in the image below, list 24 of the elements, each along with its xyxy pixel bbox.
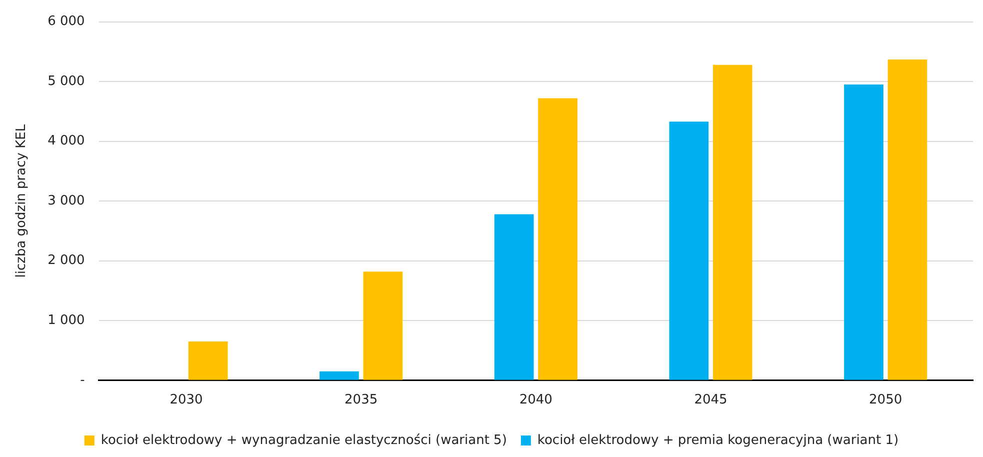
x-tick-label: 2035	[344, 392, 378, 408]
bar	[888, 59, 928, 380]
bar	[363, 272, 403, 380]
bar	[844, 84, 884, 380]
y-tick-label: 1 000	[48, 313, 85, 328]
legend-label: kocioł elektrodowy + premia kogeneracyjna (wariant 1)	[537, 432, 899, 448]
bar	[538, 98, 578, 380]
y-tick-label: 5 000	[48, 74, 85, 89]
y-axis-title: liczba godzin pracy KEL	[14, 124, 30, 278]
y-tick-label: 6 000	[48, 14, 85, 30]
bar	[712, 64, 752, 380]
x-tick-label: 2050	[869, 392, 902, 408]
y-tick-label: 4 000	[48, 134, 85, 149]
bar	[669, 122, 709, 380]
bar	[494, 214, 534, 380]
x-tick-label: 2045	[694, 392, 728, 408]
x-tick-label: 2040	[519, 392, 552, 408]
bar	[188, 342, 228, 380]
y-tick-label: 3 000	[48, 193, 85, 208]
legend-label: kocioł elektrodowy + wynagradzanie elastyczności (wariant 5)	[100, 432, 507, 448]
y-tick-label: -	[80, 372, 86, 388]
x-tick-label: 2030	[170, 392, 203, 408]
bar	[320, 371, 359, 380]
y-tick-label: 2 000	[48, 253, 85, 268]
